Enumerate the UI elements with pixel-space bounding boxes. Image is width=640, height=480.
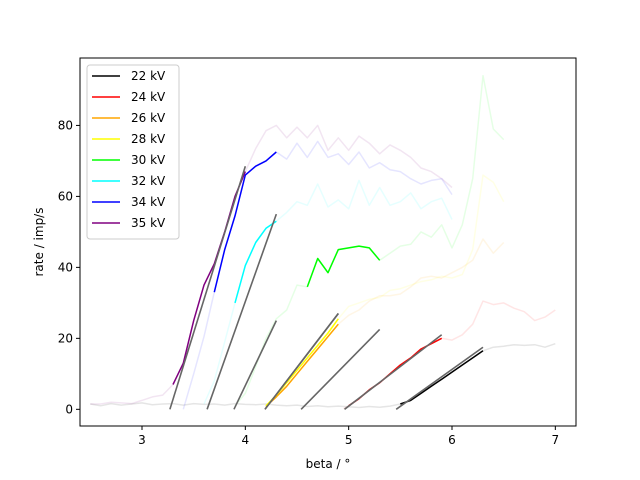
- legend-entry: 34 kV: [131, 195, 166, 209]
- legend-entry: 35 kV: [131, 216, 166, 230]
- fit-line-22-kv: [395, 346, 484, 410]
- x-tick-label: 4: [242, 433, 250, 447]
- legend: 22 kV 24 kV 26 kV 28 kV 30 kV 32 kV 34 kV 35 kV: [86, 64, 180, 240]
- legend-entry: 28 kV: [131, 132, 166, 146]
- y-tick-label: 40: [58, 260, 73, 274]
- fit-line-30-kv: [300, 328, 381, 410]
- x-tick-label: 6: [448, 433, 456, 447]
- fit-line-34-kv: [206, 213, 278, 410]
- legend-entry: 22 kV: [131, 69, 166, 83]
- legend-frame: [86, 64, 180, 240]
- legend-entry: 24 kV: [131, 90, 166, 104]
- series-35-kv-rise: [172, 171, 246, 385]
- series-35-kv-full: [90, 124, 453, 405]
- fit-line-35-kv: [169, 165, 247, 410]
- y-tick-label: 60: [58, 189, 73, 203]
- fit-line-28-kv: [264, 313, 339, 410]
- legend-entry: 30 kV: [131, 153, 166, 167]
- fit-line-24-kv: [344, 334, 443, 410]
- series-30-kv-rise: [306, 245, 381, 288]
- y-axis-label: rate / imp/s: [32, 208, 46, 277]
- series-34-kv-rise: [213, 151, 277, 293]
- x-tick-label: 5: [345, 433, 353, 447]
- x-tick-label: 3: [138, 433, 146, 447]
- y-tick-label: 0: [65, 402, 73, 416]
- y-axis: 0 20 40 60 80: [58, 118, 80, 416]
- legend-entry: 32 kV: [131, 174, 166, 188]
- y-tick-label: 20: [58, 331, 73, 345]
- fit-line-32-kv: [233, 320, 278, 410]
- x-axis: 3 4 5 6 7: [138, 426, 559, 447]
- legend-entry: 26 kV: [131, 111, 166, 125]
- series-22-kv-rise: [400, 350, 484, 405]
- x-axis-label: beta / °: [306, 457, 351, 471]
- fit-lines-layer: [169, 165, 484, 410]
- x-tick-label: 7: [552, 433, 560, 447]
- plot-frame: [79, 57, 577, 427]
- series-32-kv-rise: [234, 220, 277, 304]
- y-tick-label: 80: [58, 118, 73, 132]
- series-26-kv-rise: [265, 323, 339, 408]
